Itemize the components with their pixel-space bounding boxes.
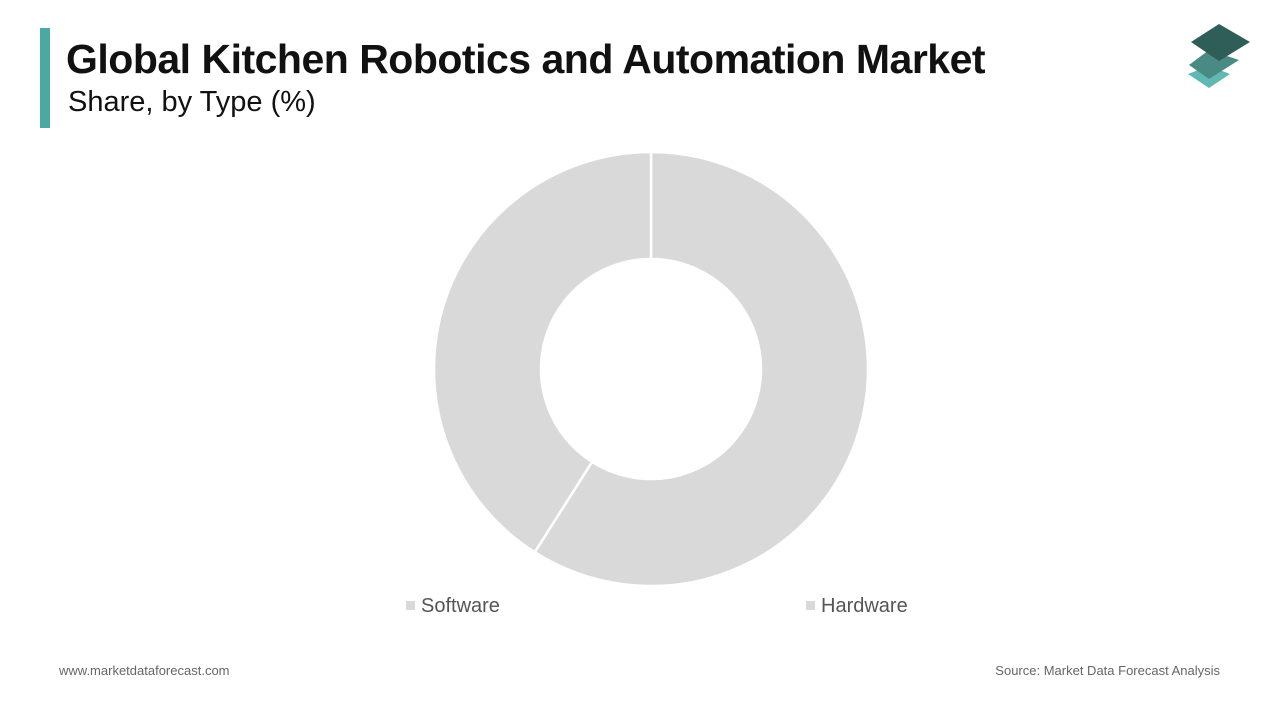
chart-title: Global Kitchen Robotics and Automation M…	[66, 36, 986, 82]
donut-slices	[432, 150, 870, 588]
title-accent-bar	[40, 28, 50, 128]
slice-software	[432, 150, 653, 554]
chart-legend: Software Hardware	[406, 595, 908, 617]
brand-logo-icon	[1188, 24, 1250, 88]
logo-layer-top	[1191, 24, 1250, 61]
footer-website: www.marketdataforecast.com	[59, 663, 230, 678]
slice-hardware	[532, 150, 870, 588]
logo-layer-middle	[1189, 50, 1239, 79]
legend-label-software: Software	[421, 595, 500, 617]
legend-label-hardware: Hardware	[821, 595, 908, 617]
chart-subtitle: Share, by Type (%)	[68, 86, 316, 118]
legend-swatch-hardware	[806, 601, 815, 610]
footer-source: Source: Market Data Forecast Analysis	[995, 663, 1220, 678]
legend-swatch-software	[406, 601, 415, 610]
